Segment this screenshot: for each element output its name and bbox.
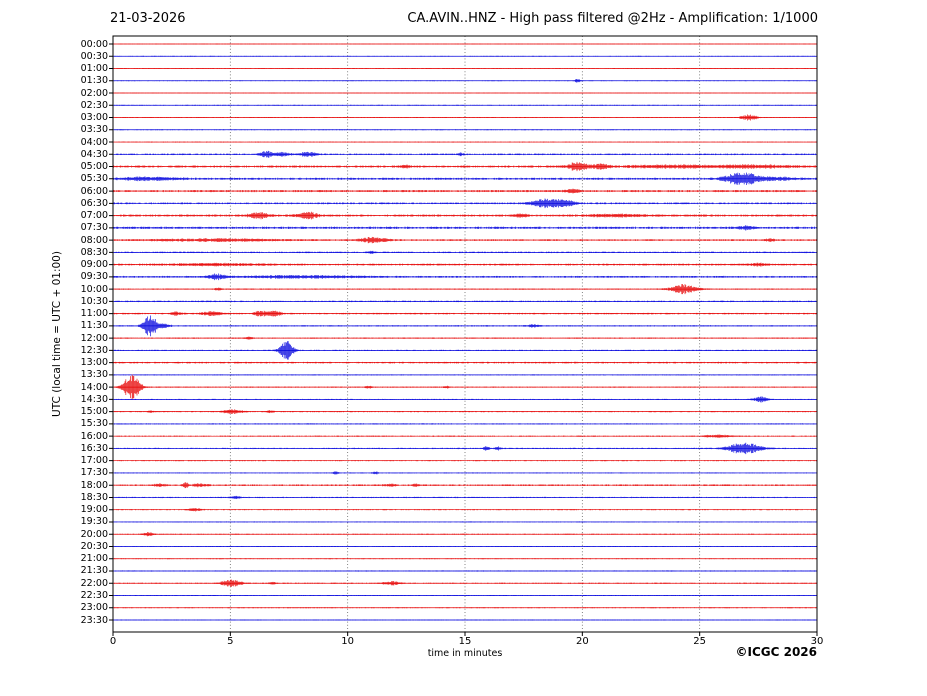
y-tick-label-2000: 20:00: [80, 528, 108, 540]
y-tick-label-2230: 22:30: [80, 589, 108, 601]
y-tick-label-1630: 16:30: [80, 442, 108, 454]
y-tick-label-2100: 21:00: [80, 553, 108, 565]
y-tick-label-0330: 03:30: [80, 124, 108, 136]
x-tick-label-15: 15: [458, 636, 472, 647]
y-tick-label-1100: 11:00: [80, 308, 108, 320]
x-axis-label: time in minutes: [427, 648, 503, 659]
y-tick-label-1800: 18:00: [80, 479, 108, 491]
y-tick-label-0200: 02:00: [80, 87, 108, 99]
y-tick-label-2030: 20:30: [80, 540, 108, 552]
y-tick-label-1330: 13:30: [80, 369, 108, 381]
x-tick-label-10: 10: [341, 636, 355, 647]
y-tick-label-0000: 00:00: [80, 38, 108, 50]
y-tick-label-0930: 09:30: [80, 271, 108, 283]
x-tick-label-20: 20: [575, 636, 589, 647]
y-tick-label-1230: 12:30: [80, 344, 108, 356]
x-tick-label-30: 30: [810, 636, 824, 647]
x-tick-label-5: 5: [227, 636, 234, 647]
y-tick-label-0030: 00:30: [80, 50, 108, 62]
y-tick-label-0300: 03:00: [80, 112, 108, 124]
y-tick-label-0430: 04:30: [80, 148, 108, 160]
y-tick-label-1030: 10:30: [80, 295, 108, 307]
y-tick-label-0800: 08:00: [80, 234, 108, 246]
y-tick-label-1830: 18:30: [80, 491, 108, 503]
y-tick-label-1300: 13:00: [80, 357, 108, 369]
y-tick-label-1930: 19:30: [80, 516, 108, 528]
y-tick-label-0230: 02:30: [80, 99, 108, 111]
x-tick-label-0: 0: [109, 636, 117, 647]
y-tick-label-0130: 01:30: [80, 75, 108, 87]
y-tick-label-0900: 09:00: [80, 259, 108, 271]
y-tick-label-0530: 05:30: [80, 173, 108, 185]
y-tick-label-0630: 06:30: [80, 197, 108, 209]
y-tick-label-1130: 11:30: [80, 320, 108, 332]
y-tick-label-2330: 23:30: [80, 614, 108, 626]
y-tick-label-1900: 19:00: [80, 504, 108, 516]
y-tick-label-1730: 17:30: [80, 467, 108, 479]
x-tick-label-25: 25: [693, 636, 707, 647]
y-tick-label-0600: 06:00: [80, 185, 108, 197]
y-tick-label-1430: 14:30: [80, 393, 108, 405]
y-tick-label-0730: 07:30: [80, 222, 108, 234]
y-tick-label-1700: 17:00: [80, 455, 108, 467]
y-tick-label-0700: 07:00: [80, 210, 108, 222]
y-tick-label-1200: 12:00: [80, 332, 108, 344]
y-tick-label-1000: 10:00: [80, 283, 108, 295]
y-tick-label-2200: 22:00: [80, 577, 108, 589]
y-tick-label-1530: 15:30: [80, 418, 108, 430]
y-tick-label-1600: 16:00: [80, 430, 108, 442]
plot-title: CA.AVIN..HNZ - High pass filtered @2Hz -…: [407, 11, 818, 26]
y-tick-label-2300: 23:00: [80, 602, 108, 614]
copyright-label: ©ICGC 2026: [735, 645, 817, 659]
y-tick-label-1400: 14:00: [80, 381, 108, 393]
y-tick-label-2130: 21:30: [80, 565, 108, 577]
y-tick-label-0400: 04:00: [80, 136, 108, 148]
y-tick-label-1500: 15:00: [80, 406, 108, 418]
y-tick-label-0100: 01:00: [80, 63, 108, 74]
date-label: 21-03-2026: [110, 11, 186, 26]
y-tick-label-0500: 05:00: [80, 161, 108, 173]
y-tick-label-0830: 08:30: [80, 246, 108, 258]
